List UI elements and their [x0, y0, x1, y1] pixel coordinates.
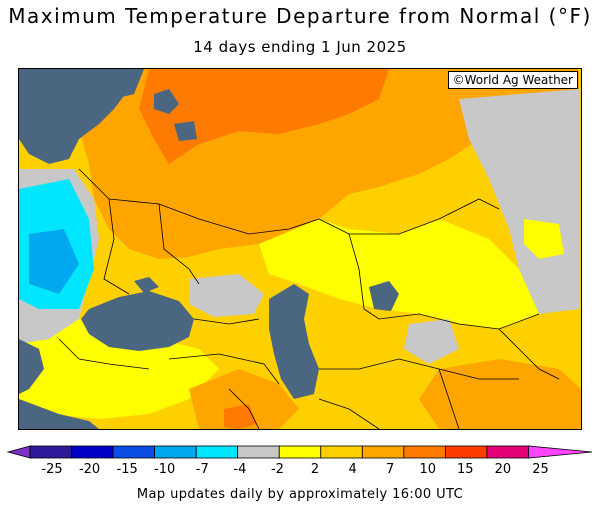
region-neutral-central — [189, 274, 264, 317]
map-canvas — [19, 69, 581, 429]
region-yellow-central — [259, 219, 539, 329]
map-subtitle: 14 days ending 1 Jun 2025 — [193, 38, 407, 56]
map-credit: ©World Ag Weather — [447, 71, 578, 89]
legend-swatch — [320, 445, 363, 459]
legend-swatch — [361, 445, 405, 459]
water-caspian-sea — [269, 284, 319, 399]
region-cooler-west — [29, 229, 79, 294]
region-hot-north — [139, 69, 389, 164]
legend-swatch — [444, 445, 488, 459]
legend-tick-label: 10 — [419, 462, 436, 477]
legend-tick-label: 20 — [495, 462, 512, 477]
water-azov-sea — [134, 277, 159, 293]
legend-tick-label: 25 — [532, 462, 549, 477]
water-lake-2 — [174, 121, 197, 141]
water-baltic — [19, 69, 139, 164]
map-title: Maximum Temperature Departure from Norma… — [8, 4, 592, 28]
legend-tick-label: -20 — [79, 462, 100, 477]
legend-swatch — [237, 445, 280, 459]
water-gulf — [109, 69, 144, 99]
region-warm-southeast — [419, 359, 581, 429]
legend-tick-label: 2 — [311, 462, 319, 477]
legend-swatch — [112, 445, 156, 459]
region-neutral-kz — [404, 319, 459, 364]
water-aral-sea — [369, 281, 399, 311]
region-neutral-east — [459, 89, 579, 314]
legend-tick-label: -15 — [117, 462, 138, 477]
water-lake-1 — [154, 89, 179, 114]
legend-swatch — [195, 445, 239, 459]
legend-swatch — [278, 445, 322, 459]
legend-swatch — [29, 445, 72, 459]
color-legend: -25 -20 -15 -10 -7 -4 -2 2 4 7 10 15 20 25 — [0, 440, 600, 480]
water-aegean — [19, 339, 44, 394]
legend-swatch — [486, 445, 529, 459]
legend-tick-label: -10 — [154, 462, 175, 477]
legend-arrow-low — [6, 445, 31, 459]
legend-tick-label: -4 — [233, 462, 246, 477]
legend-tick-label: 15 — [457, 462, 474, 477]
water-black-sea — [81, 291, 194, 351]
legend-tick-label: -7 — [196, 462, 209, 477]
region-warm-south — [189, 369, 299, 429]
legend-swatch — [403, 445, 446, 459]
legend-swatch — [71, 445, 114, 459]
legend-tick-label: 7 — [386, 462, 394, 477]
water-mediterranean — [19, 399, 99, 429]
footer-note: Map updates daily by approximately 16:00… — [136, 487, 464, 502]
legend-tick-label: -2 — [271, 462, 284, 477]
legend-tick-label: 4 — [348, 462, 356, 477]
temperature-map: ©World Ag Weather — [18, 68, 582, 430]
region-yellow-east-patch — [524, 219, 564, 259]
region-hot-south — [224, 404, 257, 429]
legend-svg: -25 -20 -15 -10 -7 -4 -2 2 4 7 10 15 20 25 — [6, 445, 593, 477]
legend-swatch — [154, 445, 197, 459]
legend-arrow-high — [528, 445, 593, 459]
legend-tick-label: -25 — [41, 462, 62, 477]
country-borders — [58, 168, 560, 429]
